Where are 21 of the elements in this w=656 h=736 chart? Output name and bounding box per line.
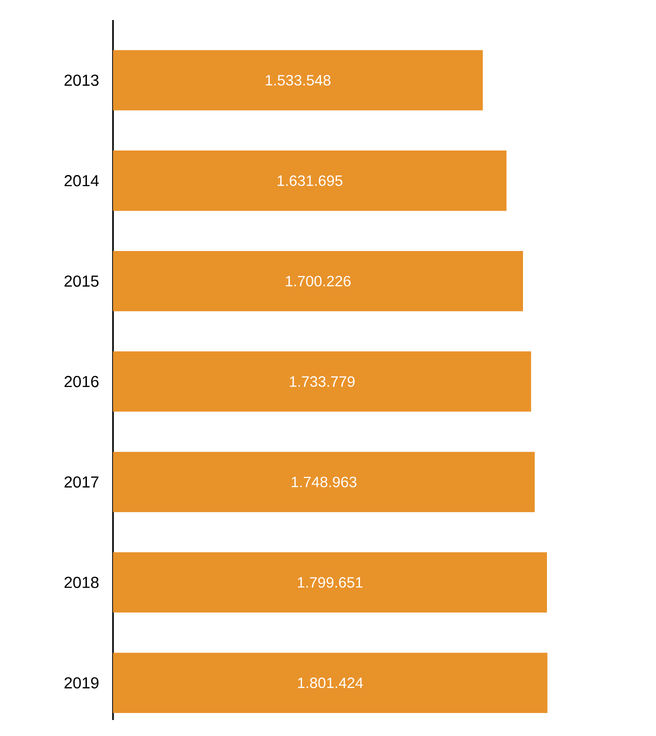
y-tick-label: 2017 (64, 476, 98, 488)
data-label: 1.733.779 (290, 376, 355, 387)
data-label: 1.801.424 (298, 678, 363, 688)
data-label: 1.631.695 (278, 175, 342, 186)
y-tick-label: 2016 (64, 376, 99, 388)
bar (113, 150, 506, 211)
data-label: 1.748.963 (292, 476, 356, 488)
data-label: 1.799.651 (298, 577, 362, 588)
bar (113, 50, 483, 110)
y-tick-label: 2018 (64, 576, 99, 588)
y-tick-label: 2013 (64, 74, 99, 86)
bar (113, 652, 548, 713)
data-label: 1.533.548 (266, 74, 330, 86)
data-label: 1.700.226 (286, 276, 351, 286)
y-tick-label: 2015 (64, 275, 99, 287)
bar (113, 351, 532, 412)
bar (113, 250, 524, 312)
bar (113, 552, 547, 613)
y-tick-label: 2019 (64, 677, 98, 688)
bar (113, 452, 535, 512)
y-tick-label: 2014 (64, 175, 99, 186)
